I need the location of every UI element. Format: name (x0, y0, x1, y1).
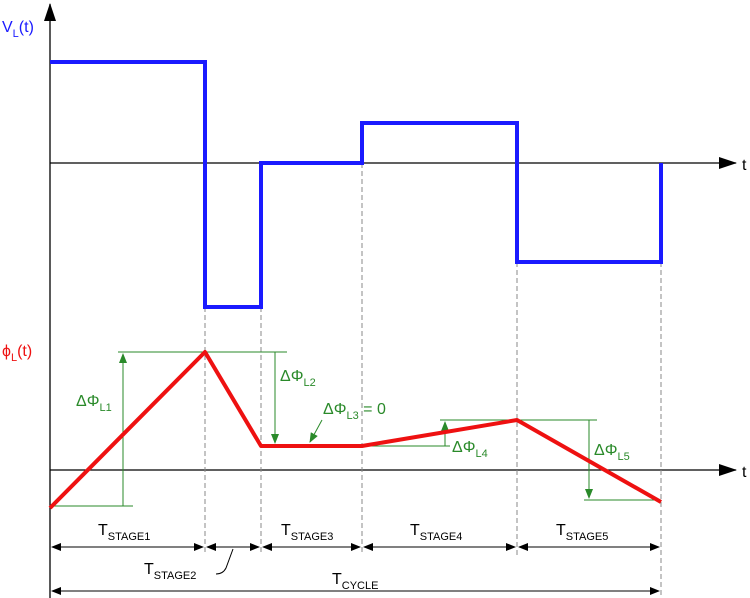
delta-phi-l2-label: ΔΦL2 (280, 368, 316, 389)
voltage-axis-label: VL(t) (2, 19, 34, 40)
voltage-waveform (50, 60, 663, 309)
cycle-label: TCYCLE (332, 571, 378, 592)
delta-phi-l5-label: ΔΦL5 (594, 442, 630, 463)
delta-phi-l4-label: ΔΦL4 (452, 439, 488, 460)
flux-waveform (48, 350, 662, 510)
flux-axis-label: ϕL(t) (2, 343, 32, 364)
stage1-label: TSTAGE1 (98, 522, 150, 543)
delta-phi-l1-label: ΔΦL1 (76, 393, 112, 414)
stage5-label: TSTAGE5 (556, 522, 608, 543)
stage2-leader (215, 548, 234, 575)
stage2-label: TSTAGE2 (144, 561, 196, 582)
flux-time-label: t (742, 464, 747, 481)
stage4-label: TSTAGE4 (410, 522, 462, 543)
stage3-label: TSTAGE3 (281, 522, 333, 543)
delta-phi-l3-label: ΔΦL3 = 0 (323, 401, 386, 422)
voltage-time-label: t (742, 157, 747, 174)
dphi3-leader (309, 419, 323, 443)
stage-dimensions (49, 540, 660, 598)
delta-flux-annotations (50, 351, 661, 507)
stage-boundaries (204, 163, 662, 598)
